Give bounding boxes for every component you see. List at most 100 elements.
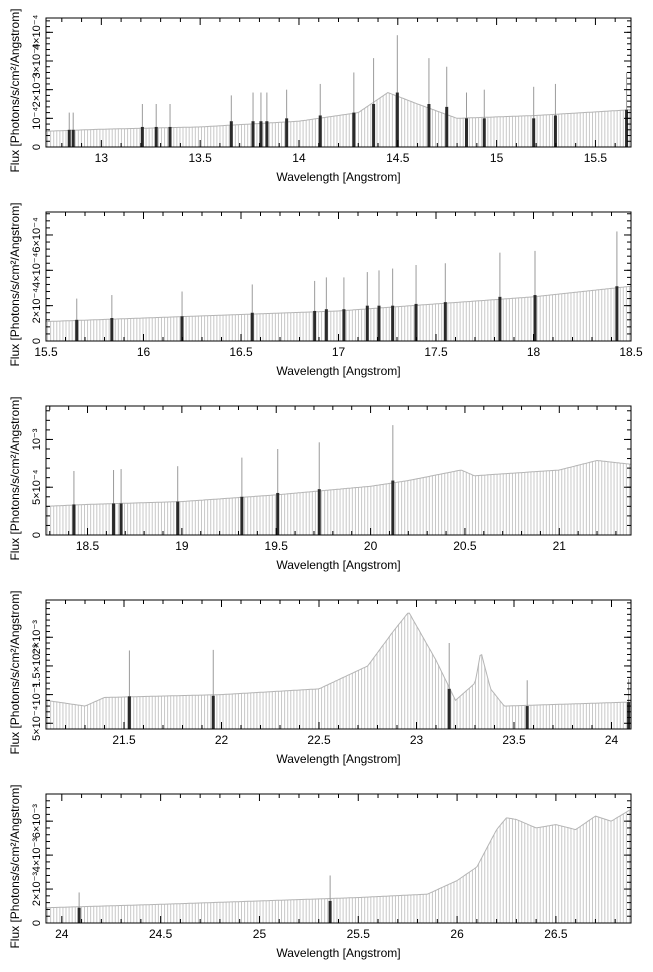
y-tick-label: 0 xyxy=(31,338,43,344)
plot-frame xyxy=(45,405,632,536)
emission-line-bar xyxy=(627,702,631,729)
x-axis-title: Wavelength [Angstrom] xyxy=(276,364,400,378)
x-tick-label: 24.5 xyxy=(149,927,173,941)
emission-line-bar xyxy=(211,695,215,729)
x-axis-title: Wavelength [Angstrom] xyxy=(276,558,400,572)
x-tick-label: 24 xyxy=(55,927,69,941)
emission-line-bar xyxy=(276,492,280,535)
spectrum-panel-5: 24 24.5 25 25.5 26 26.5 0 2×10⁻³4×10⁻³6×10⁻³ Wav… xyxy=(8,784,632,960)
x-tick-label: 25.5 xyxy=(347,927,371,941)
continuum-model xyxy=(47,93,630,147)
x-tick-label: 26 xyxy=(450,927,464,941)
emission-line-bar xyxy=(447,688,451,729)
x-tick-label: 17.5 xyxy=(424,345,448,359)
x-axis-title: Wavelength [Angstrom] xyxy=(276,752,400,766)
emission-line-bar xyxy=(395,92,399,147)
emission-line-bar xyxy=(532,118,536,147)
emission-line-bar xyxy=(75,319,79,341)
emission-line-bar xyxy=(553,115,557,147)
emission-line-bar xyxy=(154,126,158,147)
y-tick-label: 10⁻⁴ xyxy=(31,107,43,130)
continuum-model xyxy=(47,613,630,729)
x-tick-label: 13 xyxy=(95,151,109,165)
y-axis-title: Flux [Photons/s/cm²/Angstrom] xyxy=(8,202,22,366)
x-axis: 13 13.5 14 14.5 15 15.5 xyxy=(61,18,616,165)
emission-line-bar xyxy=(67,129,71,147)
x-axis: 24 24.5 25 25.5 26 26.5 xyxy=(55,794,616,941)
x-tick-label: 21 xyxy=(553,539,567,553)
emission-lines xyxy=(75,231,619,341)
spectrum-panel-2: 15.5 16 16.5 17 17.5 18 18.5 0 2×10⁻⁴4×10⁻⁴6×10⁻… xyxy=(8,202,643,378)
emission-line-bar xyxy=(525,706,529,729)
emission-line-bar xyxy=(229,121,233,147)
emission-line-bar xyxy=(328,900,332,923)
emission-line-bar xyxy=(127,696,131,729)
continuum-model xyxy=(47,286,630,341)
y-axis-title: Flux [Photons/s/cm²/Angstrom] xyxy=(8,784,22,948)
emission-line-bar xyxy=(251,121,255,147)
y-tick-label: 1.5×10⁻³ xyxy=(31,644,43,688)
y-tick-label: 4×10⁻⁴ xyxy=(31,14,43,50)
y-tick-label: 2×10⁻³ xyxy=(31,620,43,655)
emission-line-bar xyxy=(533,295,537,341)
x-tick-label: 15.5 xyxy=(584,151,608,165)
emission-line-bar xyxy=(365,305,369,341)
x-tick-label: 19 xyxy=(175,539,189,553)
emission-line-bar xyxy=(119,503,123,535)
y-tick-label: 5×10⁻⁴ xyxy=(31,705,43,741)
x-tick-label: 22 xyxy=(215,733,229,747)
x-tick-label: 15.5 xyxy=(34,345,58,359)
x-tick-label: 22.5 xyxy=(307,733,331,747)
y-axis-title: Flux [Photons/s/cm²/Angstrom] xyxy=(8,396,22,560)
emission-line-bar xyxy=(110,318,114,341)
continuum-model xyxy=(47,810,630,923)
y-tick-label: 2×10⁻⁴ xyxy=(31,288,43,324)
y-tick-label: 0 xyxy=(31,532,43,538)
emission-line-bar xyxy=(414,303,418,341)
y-axis: 0 10⁻⁴2×10⁻⁴3×10⁻⁴4×10⁻⁴ xyxy=(31,14,631,150)
x-tick-label: 20 xyxy=(364,539,378,553)
x-tick-label: 18.5 xyxy=(619,345,643,359)
emission-line-bar xyxy=(71,129,75,147)
emission-line-bar xyxy=(72,504,76,535)
x-tick-label: 18.5 xyxy=(76,539,100,553)
y-axis: 0 5×10⁻⁴ 10⁻³ xyxy=(31,410,631,538)
emission-line-bar xyxy=(352,112,356,147)
emission-line-bar xyxy=(342,309,346,341)
spectrum-panel-1: 13 13.5 14 14.5 15 15.5 0 10⁻⁴2×10⁻⁴3×10⁻⁴4×10⁻… xyxy=(8,8,632,184)
x-tick-label: 25 xyxy=(253,927,267,941)
y-tick-label: 3×10⁻⁴ xyxy=(31,43,43,79)
emission-line-bar xyxy=(482,118,486,147)
x-tick-label: 15 xyxy=(490,151,504,165)
x-axis-title: Wavelength [Angstrom] xyxy=(276,170,400,184)
y-tick-label: 6×10⁻³ xyxy=(31,804,43,839)
emission-line-bar xyxy=(391,305,395,341)
x-tick-label: 13.5 xyxy=(188,151,212,165)
x-tick-label: 19.5 xyxy=(265,539,289,553)
y-axis: 0 2×10⁻³4×10⁻³6×10⁻³ xyxy=(31,800,631,926)
emission-lines xyxy=(77,875,332,923)
y-axis: 0 2×10⁻⁴4×10⁻⁴6×10⁻⁴ xyxy=(31,213,631,344)
emission-line-bar xyxy=(168,126,172,147)
y-tick-label: 2×10⁻⁴ xyxy=(31,72,43,108)
emission-line-bar xyxy=(318,115,322,147)
y-tick-label: 10⁻³ xyxy=(31,683,43,705)
y-tick-label: 2×10⁻³ xyxy=(31,872,43,907)
y-tick-label: 0 xyxy=(31,144,43,150)
emission-line-bar xyxy=(464,118,468,147)
emission-line-bar xyxy=(625,109,629,147)
y-tick-label: 0 xyxy=(31,920,43,926)
emission-line-bar xyxy=(427,104,431,147)
x-tick-label: 26.5 xyxy=(544,927,568,941)
y-tick-label: 4×10⁻³ xyxy=(31,838,43,873)
emission-line-bar xyxy=(443,302,447,341)
y-tick-label: 4×10⁻⁴ xyxy=(31,252,43,288)
x-tick-label: 21.5 xyxy=(112,733,136,747)
x-axis: 18.5 19 19.5 20 20.5 21 xyxy=(49,406,617,553)
emission-line-bar xyxy=(317,489,321,535)
emission-line-bar xyxy=(285,118,289,147)
continuum-outline xyxy=(46,808,632,909)
y-axis: 5×10⁻⁴10⁻³1.5×10⁻³2×10⁻³ xyxy=(31,602,631,741)
emission-line-bar xyxy=(615,286,619,341)
